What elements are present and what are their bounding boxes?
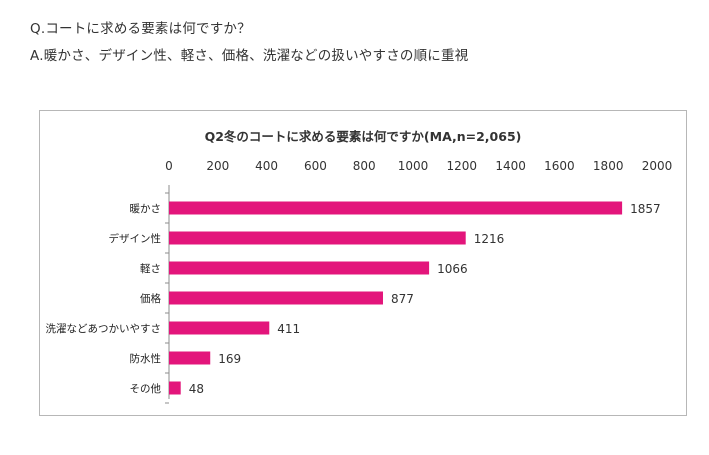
x-tick-label: 800	[353, 159, 376, 173]
chart-title: Q2冬のコートに求める要素は何ですか(MA,n=2,065)	[204, 129, 522, 144]
data-label: 1857	[630, 202, 661, 216]
x-tick-label: 1000	[398, 159, 429, 173]
x-tick-label: 1200	[447, 159, 478, 173]
x-tick-label: 1600	[544, 159, 575, 173]
bar	[169, 201, 623, 215]
category-label: デザイン性	[109, 232, 162, 245]
bar	[169, 231, 466, 245]
category-label: 防水性	[130, 352, 162, 365]
data-label: 1216	[474, 232, 505, 246]
x-tick-label: 400	[255, 159, 278, 173]
x-tick-label: 1400	[495, 159, 526, 173]
x-tick-label: 200	[206, 159, 229, 173]
bar	[169, 291, 383, 305]
category-label: 洗濯などあつかいやすさ	[46, 323, 162, 335]
category-label: 暖かさ	[130, 202, 162, 215]
category-label: 軽さ	[140, 263, 161, 275]
bar	[169, 381, 181, 395]
bar-chart: 0 200 400 600 800 1000 1200 1400 1600 1800 2000 暖かさ…	[46, 159, 673, 404]
x-tick-label: 600	[304, 159, 327, 173]
category-label: その他	[130, 382, 162, 395]
x-tick-label: 1800	[593, 159, 624, 173]
data-label: 1066	[437, 262, 468, 276]
data-label: 877	[391, 292, 414, 306]
chart-frame: Q2冬のコートに求める要素は何ですか(MA,n=2,065) 0 200 400 60…	[39, 110, 687, 416]
bar	[169, 351, 211, 365]
data-label: 48	[189, 382, 204, 396]
data-label: 411	[277, 322, 300, 336]
category-label: 価格	[140, 292, 161, 305]
data-label: 169	[218, 352, 241, 366]
question-text: Q.コートに求める要素は何ですか？	[30, 21, 251, 37]
x-tick-label: 0	[165, 159, 173, 173]
answer-text: A.暖かさ、デザイン性、軽さ、価格、洗濯などの扱いやすさの順に重視	[30, 48, 469, 64]
x-tick-label: 2000	[642, 159, 673, 173]
bar	[169, 261, 430, 275]
bar	[169, 321, 270, 335]
